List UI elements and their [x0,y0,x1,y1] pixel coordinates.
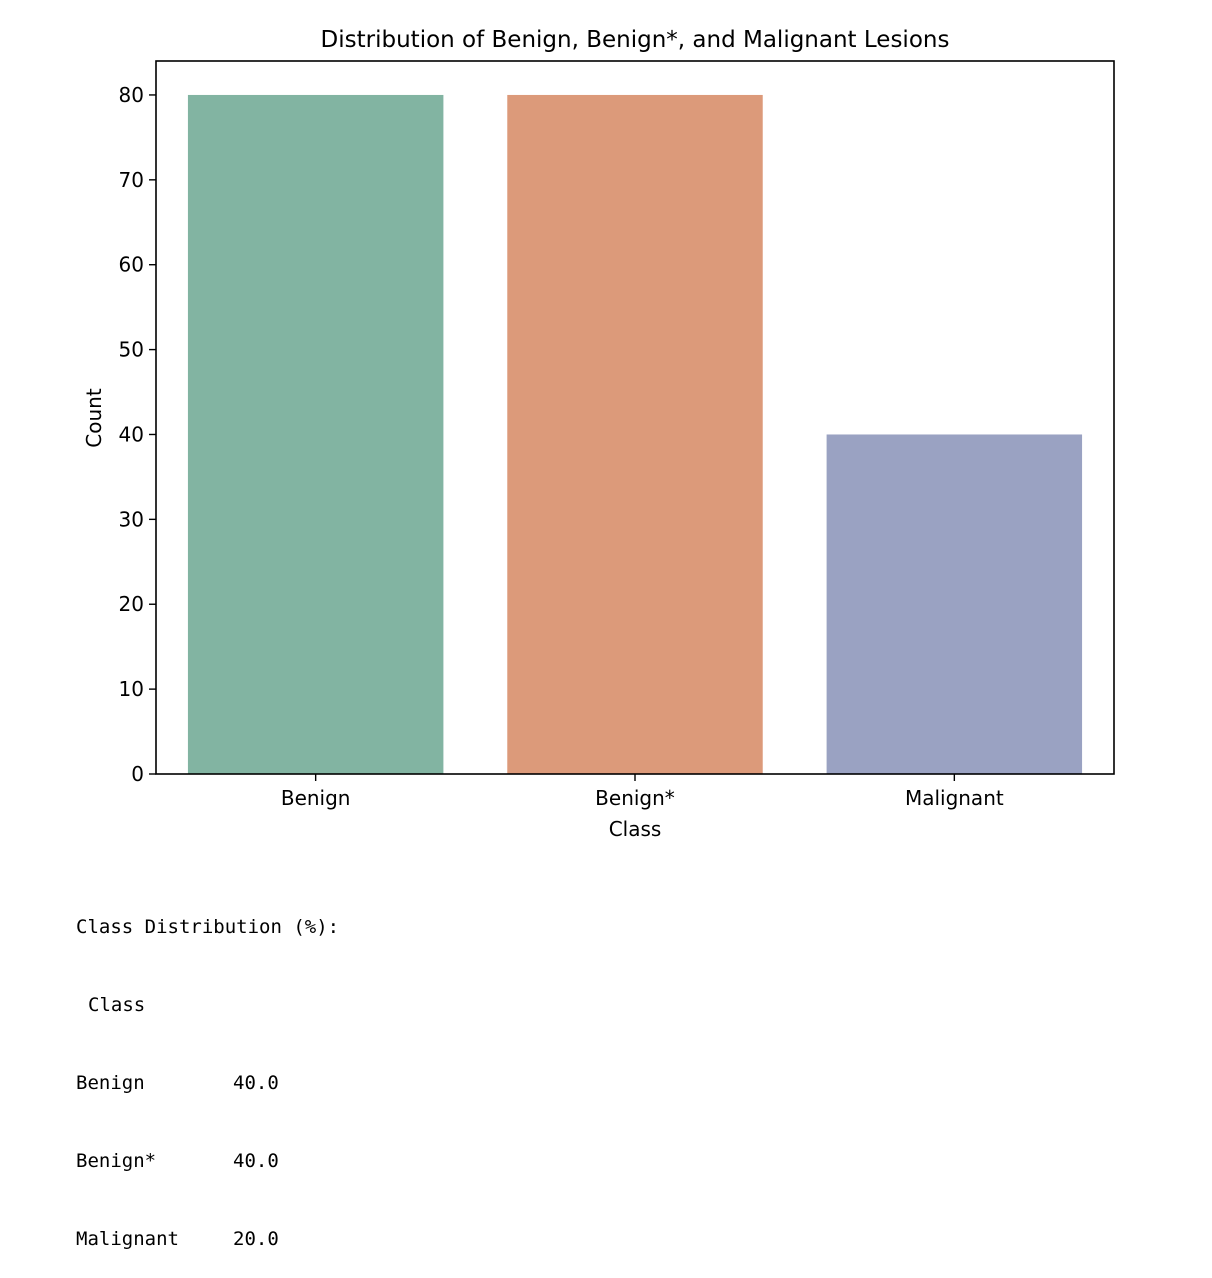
x-tick-label: Benign [281,786,351,810]
output-row-value: 20.0 [233,1228,279,1250]
output-row-label: Benign* [76,1150,157,1172]
output-row-value: 40.0 [233,1150,279,1172]
chart-title: Distribution of Benign, Benign*, and Mal… [321,27,950,53]
x-tick-label: Benign* [595,786,675,810]
y-tick-label: 70 [119,168,144,192]
y-tick-label: 40 [119,422,144,446]
bar-chart: Distribution of Benign, Benign*, and Mal… [82,27,1115,841]
output-row: Benign* 40.0 [76,1148,339,1174]
y-tick-label: 10 [119,677,144,701]
y-tick-label: 30 [119,507,144,531]
y-axis-ticks: 0 10 20 30 40 50 60 70 80 [119,83,156,786]
bars-group [187,94,1083,774]
y-axis-label: Count [82,388,106,448]
y-tick-label: 20 [119,592,144,616]
y-tick-label: 60 [119,253,144,277]
output-row-label: Benign [76,1072,145,1094]
output-index-name: Class [88,994,146,1016]
x-tick-label: Malignant [905,786,1004,810]
x-axis-label: Class [609,817,662,841]
output-row-label: Malignant [76,1228,179,1250]
y-tick-label: 0 [131,762,144,786]
output-row-value: 40.0 [233,1072,279,1094]
y-tick-label: 80 [119,83,144,107]
bar-benign [187,94,444,774]
output-row: Malignant 20.0 [76,1226,339,1252]
x-axis-ticks: Benign Benign* Malignant [281,774,1004,810]
output-heading: Class Distribution (%): [76,916,340,938]
output-row: Benign 40.0 [76,1070,339,1096]
bar-benign [507,94,763,774]
y-tick-label: 50 [119,338,144,362]
console-output: Class Distribution (%): Class Benign 40.… [76,862,339,1278]
bar-malignant [826,434,1083,774]
